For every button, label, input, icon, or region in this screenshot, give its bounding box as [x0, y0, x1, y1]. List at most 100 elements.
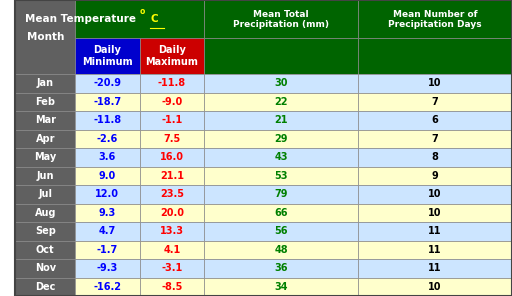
Bar: [358, 38, 512, 74]
Bar: [204, 166, 358, 185]
Bar: [15, 130, 75, 148]
Bar: [140, 130, 204, 148]
Bar: [15, 166, 75, 185]
Bar: [140, 148, 204, 166]
Bar: [75, 240, 140, 259]
Bar: [204, 222, 358, 240]
Bar: [75, 278, 140, 296]
Bar: [358, 148, 512, 166]
Text: Daily
Minimum: Daily Minimum: [82, 46, 133, 67]
Bar: [204, 111, 358, 130]
Text: Jan: Jan: [37, 78, 54, 88]
Text: -20.9: -20.9: [93, 78, 121, 88]
Text: -3.1: -3.1: [161, 263, 182, 273]
Text: Dec: Dec: [35, 282, 55, 292]
Text: 21: 21: [274, 115, 288, 125]
Text: 10: 10: [428, 208, 442, 218]
Bar: [15, 240, 75, 259]
Text: 21.1: 21.1: [160, 171, 184, 181]
Bar: [204, 93, 358, 111]
Bar: [15, 0, 75, 74]
Text: Mar: Mar: [35, 115, 56, 125]
Bar: [204, 148, 358, 166]
Bar: [358, 222, 512, 240]
Bar: [204, 74, 358, 93]
Text: 9.0: 9.0: [99, 171, 116, 181]
Bar: [75, 259, 140, 278]
Text: Mean Number of
Precipitation Days: Mean Number of Precipitation Days: [388, 9, 482, 29]
Bar: [204, 259, 358, 278]
Text: 11: 11: [428, 263, 442, 273]
Text: 11: 11: [428, 245, 442, 255]
Bar: [75, 74, 140, 93]
Text: Aug: Aug: [34, 208, 56, 218]
Bar: [204, 204, 358, 222]
Bar: [75, 148, 140, 166]
Text: Mean Temperature: Mean Temperature: [25, 14, 140, 24]
Text: 34: 34: [274, 282, 288, 292]
Bar: [75, 185, 140, 204]
Text: 79: 79: [274, 189, 288, 199]
Text: -1.1: -1.1: [161, 115, 182, 125]
Text: 13.3: 13.3: [160, 226, 184, 236]
Bar: [140, 259, 204, 278]
Bar: [358, 130, 512, 148]
Bar: [358, 74, 512, 93]
Text: -8.5: -8.5: [161, 282, 183, 292]
Text: 7: 7: [432, 97, 438, 107]
Text: -1.7: -1.7: [97, 245, 118, 255]
Bar: [358, 240, 512, 259]
Text: 4.1: 4.1: [163, 245, 180, 255]
Text: 16.0: 16.0: [160, 152, 184, 162]
Bar: [358, 0, 512, 38]
Text: 11: 11: [428, 226, 442, 236]
Text: 23.5: 23.5: [160, 189, 184, 199]
Text: Month: Month: [27, 32, 64, 42]
Bar: [358, 259, 512, 278]
Text: 43: 43: [274, 152, 288, 162]
Bar: [140, 38, 204, 74]
Bar: [75, 130, 140, 148]
Bar: [204, 185, 358, 204]
Bar: [15, 148, 75, 166]
Text: Nov: Nov: [35, 263, 56, 273]
Text: 20.0: 20.0: [160, 208, 184, 218]
Bar: [204, 278, 358, 296]
Bar: [15, 93, 75, 111]
Bar: [140, 240, 204, 259]
Bar: [140, 166, 204, 185]
Text: Oct: Oct: [36, 245, 55, 255]
Bar: [358, 111, 512, 130]
Bar: [140, 93, 204, 111]
Text: 22: 22: [274, 97, 288, 107]
Text: Jul: Jul: [38, 189, 52, 199]
Bar: [358, 93, 512, 111]
Text: -9.3: -9.3: [97, 263, 118, 273]
Text: 56: 56: [274, 226, 288, 236]
Bar: [75, 111, 140, 130]
Bar: [75, 166, 140, 185]
Text: 36: 36: [274, 263, 288, 273]
Text: 8: 8: [432, 152, 438, 162]
Bar: [75, 38, 140, 74]
Bar: [204, 130, 358, 148]
Bar: [140, 185, 204, 204]
Text: 7.5: 7.5: [163, 134, 180, 144]
Text: 10: 10: [428, 78, 442, 88]
Bar: [358, 185, 512, 204]
Bar: [15, 185, 75, 204]
Text: 66: 66: [274, 208, 288, 218]
Text: -2.6: -2.6: [97, 134, 118, 144]
Bar: [140, 74, 204, 93]
Bar: [15, 222, 75, 240]
Text: Mean Total
Precipitation (mm): Mean Total Precipitation (mm): [233, 9, 329, 29]
Bar: [15, 74, 75, 93]
Text: 9: 9: [432, 171, 438, 181]
Bar: [15, 278, 75, 296]
Bar: [140, 278, 204, 296]
Text: 7: 7: [432, 134, 438, 144]
Text: 53: 53: [274, 171, 288, 181]
Text: 48: 48: [274, 245, 288, 255]
Text: 10: 10: [428, 189, 442, 199]
Text: -11.8: -11.8: [158, 78, 186, 88]
